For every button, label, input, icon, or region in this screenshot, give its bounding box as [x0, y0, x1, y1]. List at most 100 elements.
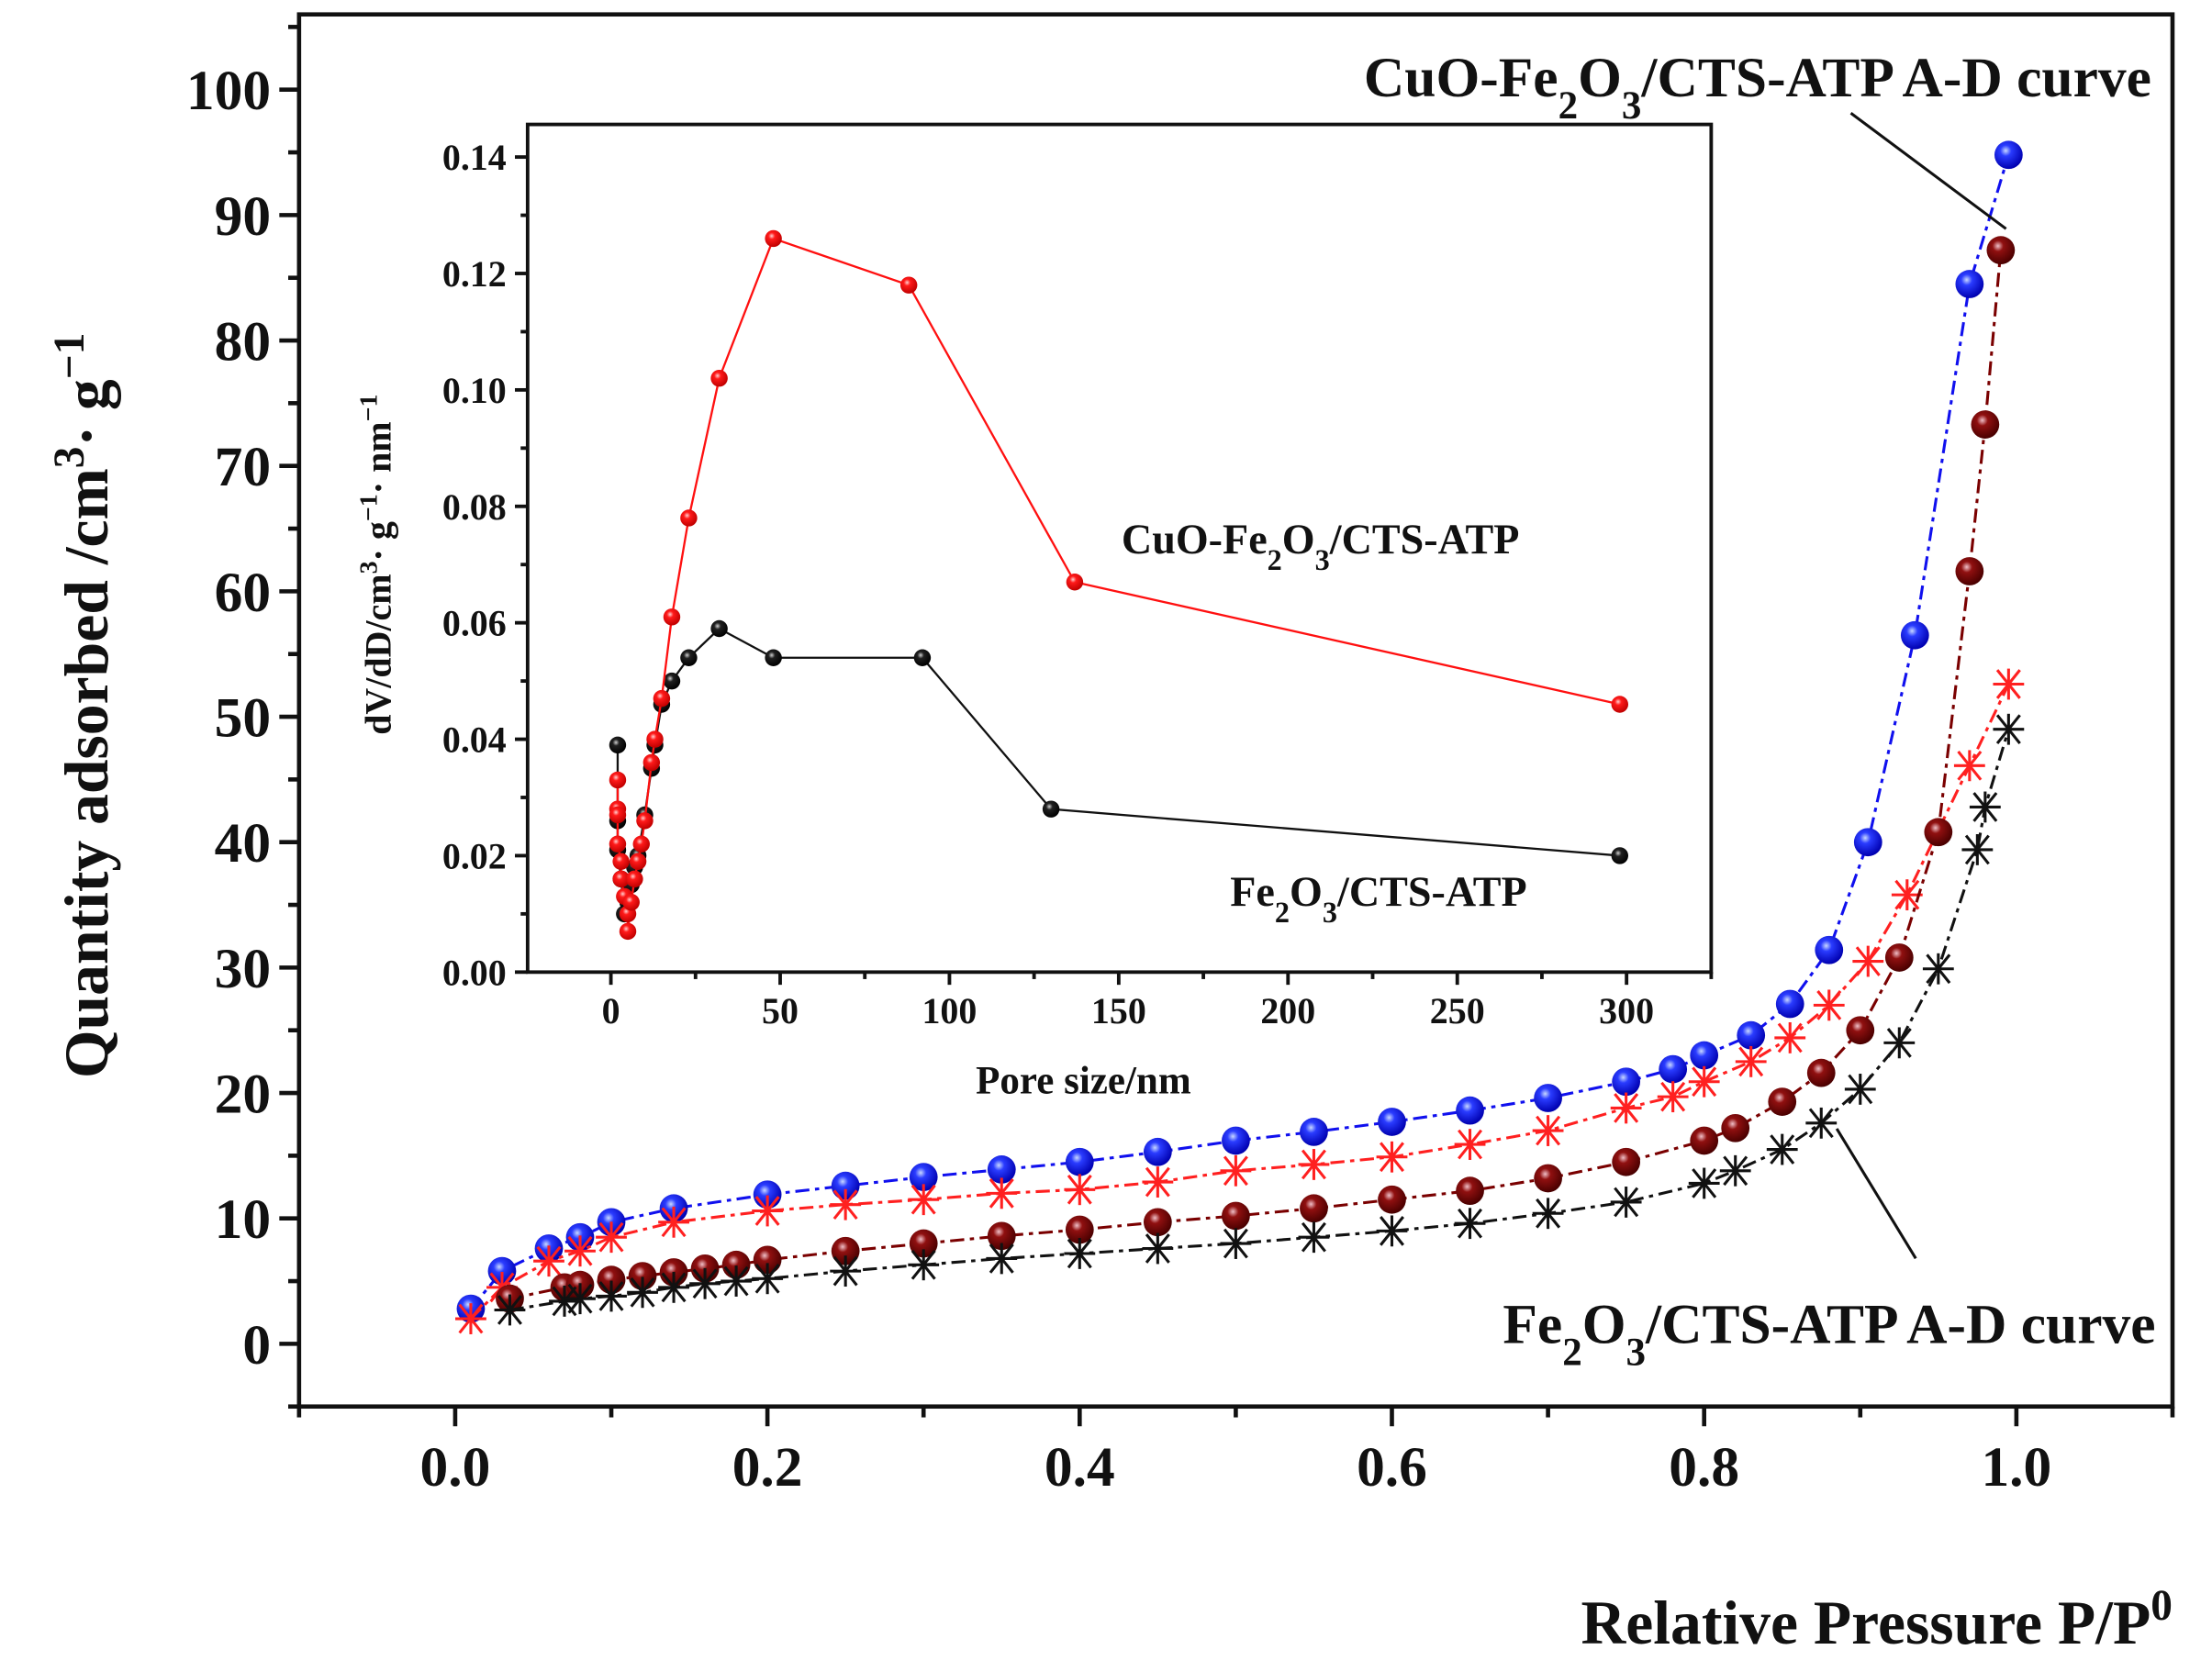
data-point-sphere — [1612, 1147, 1641, 1176]
data-point-star — [1454, 1208, 1486, 1240]
label-text: Quantity adsorbed /cm — [52, 468, 121, 1078]
data-point-sphere — [1065, 1147, 1094, 1176]
data-point-sphere — [1143, 1137, 1172, 1166]
inset-data-point — [899, 276, 918, 294]
data-point-star — [1774, 1022, 1806, 1053]
star-stroke — [567, 1235, 593, 1266]
y-tick-label: 50 — [215, 687, 271, 750]
inset-data-point — [619, 922, 637, 941]
subscript-text: 2 — [1558, 84, 1579, 127]
data-point-star — [1376, 1141, 1408, 1173]
subscript-text: 2 — [1562, 1331, 1582, 1374]
label-text: CuO-Fe — [1122, 516, 1268, 563]
star-stroke — [1067, 1238, 1092, 1269]
data-point-star — [627, 1276, 658, 1309]
series-3 — [494, 713, 2025, 1326]
supscript-text: 3 — [354, 561, 383, 574]
subscript-text: 2 — [1268, 543, 1282, 576]
inset-data-point — [636, 812, 654, 830]
data-point-star — [1993, 713, 2025, 745]
supscript-text: 0 — [2151, 1582, 2173, 1630]
star-stroke — [661, 1207, 687, 1238]
data-point-sphere — [1924, 818, 1953, 847]
y-tick-label: 0.14 — [442, 137, 507, 178]
star-stroke — [723, 1265, 749, 1297]
inset-label-cuo: CuO-Fe2O3/CTS-ATP — [1122, 516, 1519, 576]
data-point-star — [908, 1184, 940, 1216]
label-text: O — [1578, 47, 1622, 109]
y-tick-label: 100 — [186, 60, 271, 122]
star-stroke — [661, 1272, 687, 1303]
star-stroke — [754, 1263, 780, 1294]
data-point-sphere — [1955, 270, 1984, 298]
data-point-star — [455, 1303, 486, 1334]
data-point-star — [564, 1283, 596, 1315]
data-point-sphere — [909, 1163, 938, 1191]
x-tick-label: 0.0 — [420, 1436, 491, 1499]
inset-data-point — [1611, 847, 1628, 864]
inset-data-point — [612, 870, 630, 888]
data-point-sphere — [1737, 1020, 1766, 1050]
y-tick-label: 20 — [215, 1064, 271, 1126]
star-stroke — [1458, 1129, 1483, 1160]
data-point-star — [1961, 834, 1994, 865]
data-point-sphere — [1690, 1126, 1719, 1155]
data-point-sphere — [1690, 1041, 1719, 1070]
y-tick-label: 0.00 — [442, 952, 507, 993]
subscript-text: 3 — [1323, 896, 1337, 929]
star-stroke — [692, 1268, 718, 1299]
star-stroke — [1777, 1022, 1803, 1053]
data-point-sphere — [1955, 557, 1984, 585]
inset-data-point — [1611, 696, 1628, 713]
data-point-sphere — [1300, 1194, 1328, 1223]
star-stroke — [754, 1196, 780, 1226]
label-text: Pore size/nm — [976, 1060, 1191, 1103]
data-point-star — [830, 1188, 862, 1221]
x-tick-label: 50 — [762, 990, 799, 1031]
data-point-sphere — [1900, 620, 1929, 650]
star-stroke — [1995, 714, 2021, 745]
data-point-sphere — [1143, 1208, 1172, 1237]
data-point-star — [1688, 1167, 1720, 1199]
star-stroke — [1738, 1046, 1764, 1077]
y-tick-label: 80 — [215, 311, 271, 373]
label-text: O — [1290, 868, 1323, 915]
x-tick-label: 0 — [602, 990, 620, 1031]
inset-data-point — [609, 771, 627, 789]
inset-data-point — [612, 853, 630, 870]
label-text: · nm — [358, 421, 399, 494]
y-tick-label: 40 — [215, 812, 271, 875]
star-stroke — [1848, 1074, 1873, 1105]
data-point-star — [689, 1267, 721, 1299]
inset-data-point — [609, 806, 627, 824]
inset-data-point — [632, 835, 650, 853]
inset-data-point — [629, 853, 647, 870]
star-stroke — [458, 1303, 484, 1334]
star-stroke — [1692, 1066, 1717, 1098]
x-tick-label: 150 — [1091, 990, 1146, 1031]
star-stroke — [1380, 1216, 1404, 1246]
star-stroke — [1380, 1142, 1404, 1173]
star-stroke — [1067, 1174, 1092, 1205]
y-tick-label: 0.04 — [442, 719, 507, 761]
data-point-star — [1376, 1215, 1408, 1247]
data-point-sphere — [1971, 410, 2000, 439]
data-point-sphere — [1775, 989, 1804, 1019]
x-tick-label: 200 — [1260, 990, 1315, 1031]
data-point-star — [1813, 989, 1845, 1021]
data-point-star — [1220, 1154, 1252, 1187]
data-point-sphere — [1659, 1054, 1688, 1084]
data-point-star — [1922, 953, 1954, 985]
data-point-star — [752, 1263, 784, 1295]
x-tick-label: 1.0 — [1981, 1436, 2051, 1499]
data-point-star — [1953, 750, 1985, 782]
data-point-sphere — [1815, 935, 1844, 964]
inset-y-axis-title: dV/dD/cm3· g−1· nm−1 — [354, 394, 398, 734]
data-point-star — [1064, 1238, 1096, 1269]
data-point-star — [658, 1271, 689, 1303]
data-point-star — [658, 1206, 689, 1238]
subscript-text: 3 — [1315, 543, 1330, 576]
inset-data-point — [653, 689, 671, 708]
label-text: /CTS-ATP A-D curve — [1640, 47, 2151, 109]
